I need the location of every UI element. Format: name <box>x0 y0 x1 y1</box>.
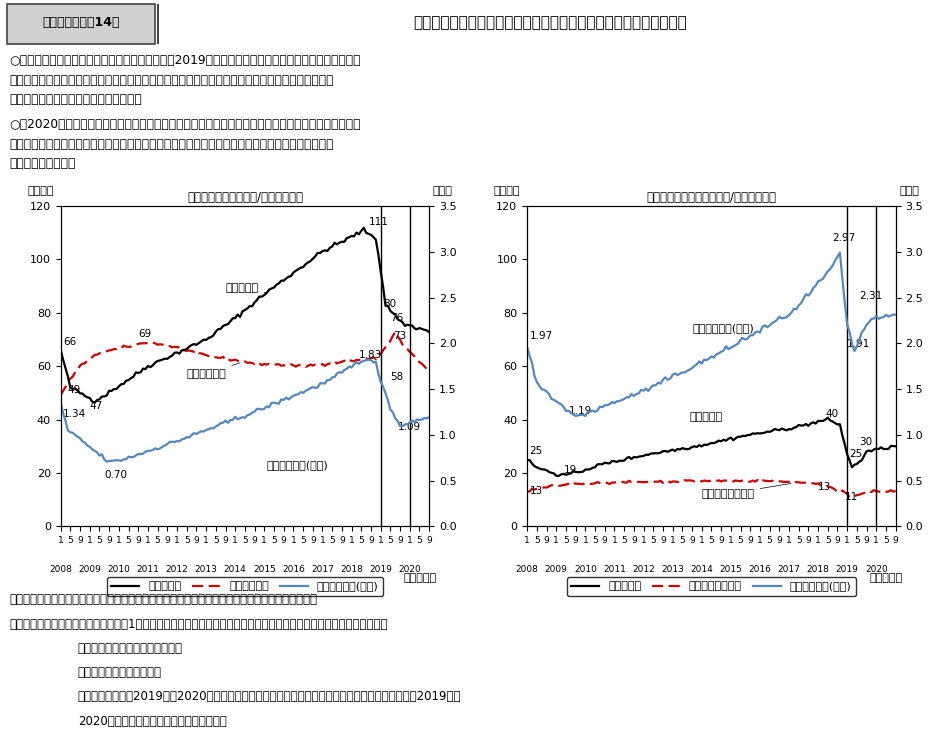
Text: 2011: 2011 <box>603 565 626 574</box>
Text: 第１－（２）－14図: 第１－（２）－14図 <box>42 16 120 29</box>
Text: 雇用形態別にみた求人・求職に関する指標の動向（パートタイム）: 雇用形態別にみた求人・求職に関する指標の動向（パートタイム） <box>413 15 688 30</box>
Text: 2018: 2018 <box>341 565 363 574</box>
Text: 13: 13 <box>818 482 831 492</box>
Text: 2019: 2019 <box>369 565 392 574</box>
Text: （倍）: （倍） <box>433 186 453 197</box>
Text: 25: 25 <box>530 446 543 456</box>
Text: 2008: 2008 <box>516 565 538 574</box>
Text: 資料出所　厚生労働省「職業安定業務統計」をもとに厚生労働省政策統括官付政策統括室にて作成: 資料出所 厚生労働省「職業安定業務統計」をもとに厚生労働省政策統括官付政策統括室… <box>9 593 317 606</box>
Text: （注）　１）「パートタイム」とは、1週間の所定労働時間が同一の事業所に雇用されている通常の労働者の１週間の所: （注） １）「パートタイム」とは、1週間の所定労働時間が同一の事業所に雇用されて… <box>9 618 388 631</box>
Text: 増加幅が拡大した一方、新規求職申込件数は減少した結果、有効求人倍率、新規求人倍率はいずれ: 増加幅が拡大した一方、新規求職申込件数は減少した結果、有効求人倍率、新規求人倍率… <box>9 138 334 151</box>
Text: 19: 19 <box>564 465 577 475</box>
Text: 2014: 2014 <box>224 565 246 574</box>
Text: 76: 76 <box>390 313 404 323</box>
Text: 2009: 2009 <box>78 565 101 574</box>
Text: 新規求職申込件数: 新規求職申込件数 <box>702 484 791 499</box>
Text: 2011: 2011 <box>136 565 160 574</box>
Text: 2014: 2014 <box>690 565 713 574</box>
Text: 47: 47 <box>90 401 103 411</box>
Text: 0.70: 0.70 <box>104 470 127 480</box>
Text: （年・月）: （年・月） <box>403 573 437 583</box>
Bar <box>157 4 159 44</box>
Text: 40: 40 <box>826 409 839 419</box>
Text: 2020: 2020 <box>398 565 421 574</box>
Text: 2017: 2017 <box>311 565 334 574</box>
Text: 25: 25 <box>850 449 863 459</box>
Text: 定労働時間に比し短い者を指す。: 定労働時間に比し短い者を指す。 <box>77 642 183 655</box>
Text: （年・月）: （年・月） <box>870 573 903 583</box>
Text: 66: 66 <box>63 337 77 347</box>
Text: あった一方で、有効求職者数は前年比で増加、新規求職申込件数は減少となった結果、有効求人倍: あった一方で、有効求職者数は前年比で増加、新規求職申込件数は減少となった結果、有… <box>9 74 334 87</box>
Text: ○　2020年には、有効求人数、新規求人数ともに大きく減少した。他方で、有効求職者数は年平均で: ○ 2020年には、有効求人数、新規求人数ともに大きく減少した。他方で、有効求職… <box>9 118 361 131</box>
Text: 80: 80 <box>383 300 397 309</box>
Legend: 有効求人数, 有効求職者数, 有効求人倍率(右軸): 有効求人数, 有効求職者数, 有効求人倍率(右軸) <box>107 577 383 596</box>
Text: 13: 13 <box>530 486 543 496</box>
Text: 有効求人倍率(右軸): 有効求人倍率(右軸) <box>267 459 328 470</box>
Text: 58: 58 <box>390 372 404 381</box>
Text: 2013: 2013 <box>195 565 217 574</box>
Text: 2009: 2009 <box>545 565 567 574</box>
Legend: 新規求人数, 新規求職申込件数, 新規求人倍率(右軸): 新規求人数, 新規求職申込件数, 新規求人倍率(右軸) <box>567 577 856 596</box>
Text: 2015: 2015 <box>719 565 743 574</box>
Text: （万人）: （万人） <box>27 186 54 197</box>
Text: （万人）: （万人） <box>494 186 521 197</box>
Text: 30: 30 <box>859 437 872 447</box>
Text: 2020: 2020 <box>865 565 887 574</box>
Text: 1.19: 1.19 <box>568 406 592 416</box>
Text: 2012: 2012 <box>166 565 188 574</box>
Text: ○　パートタイムの求人・求職の動向をみると、2019年には、有効求人数、新規求人数は減少傾向に: ○ パートタイムの求人・求職の動向をみると、2019年には、有効求人数、新規求人… <box>9 54 361 68</box>
Text: 2016: 2016 <box>282 565 305 574</box>
Text: 2010: 2010 <box>574 565 597 574</box>
Text: 11: 11 <box>844 492 858 501</box>
Text: 2015: 2015 <box>253 565 276 574</box>
Bar <box>7 4 155 44</box>
Text: 2013: 2013 <box>661 565 684 574</box>
Text: 2.31: 2.31 <box>859 291 883 302</box>
Text: 2018: 2018 <box>807 565 829 574</box>
Text: 2010: 2010 <box>107 565 131 574</box>
Text: ２）データは季節調整値。: ２）データは季節調整値。 <box>77 666 162 679</box>
Text: 1.34: 1.34 <box>63 409 87 419</box>
Text: 49: 49 <box>68 385 81 394</box>
Text: 69: 69 <box>138 329 151 339</box>
Text: 73: 73 <box>393 331 406 342</box>
Text: 有効求人数: 有効求人数 <box>226 283 267 294</box>
Text: （倍）: （倍） <box>899 186 919 197</box>
Text: も大幅に低下した。: も大幅に低下した。 <box>9 157 76 170</box>
Text: 有効求職者数: 有効求職者数 <box>187 363 240 379</box>
Text: 1.09: 1.09 <box>397 422 421 432</box>
Text: 2017: 2017 <box>777 565 801 574</box>
Text: 1.83: 1.83 <box>359 350 383 360</box>
Text: 新規求人数: 新規求人数 <box>689 411 723 422</box>
Title: 有効求職者数・求人数/有効求人倍率: 有効求職者数・求人数/有効求人倍率 <box>187 191 303 204</box>
Text: 2008: 2008 <box>49 565 72 574</box>
Text: 1.91: 1.91 <box>847 339 870 350</box>
Text: 2016: 2016 <box>748 565 772 574</box>
Text: 2.97: 2.97 <box>832 233 856 243</box>
Title: 新規求職申込件数・求人数/新規求人倍率: 新規求職申込件数・求人数/新規求人倍率 <box>647 191 776 204</box>
Text: 1.97: 1.97 <box>530 331 553 342</box>
Text: 新規求人倍率(右軸): 新規求人倍率(右軸) <box>692 324 754 339</box>
Text: 率、新規求人倍率はいずれも低下した。: 率、新規求人倍率はいずれも低下した。 <box>9 93 142 106</box>
Text: 2012: 2012 <box>633 565 655 574</box>
Text: 2020年の年の区切りに実線を入れている。: 2020年の年の区切りに実線を入れている。 <box>77 715 227 728</box>
Text: ３）本白書では、2019年～2020年の労働経済の動向を中心に分析を行うため、見やすさの観点から2019年と: ３）本白書では、2019年～2020年の労働経済の動向を中心に分析を行うため、見… <box>77 690 462 704</box>
Text: 2019: 2019 <box>836 565 858 574</box>
Text: 111: 111 <box>369 217 388 227</box>
